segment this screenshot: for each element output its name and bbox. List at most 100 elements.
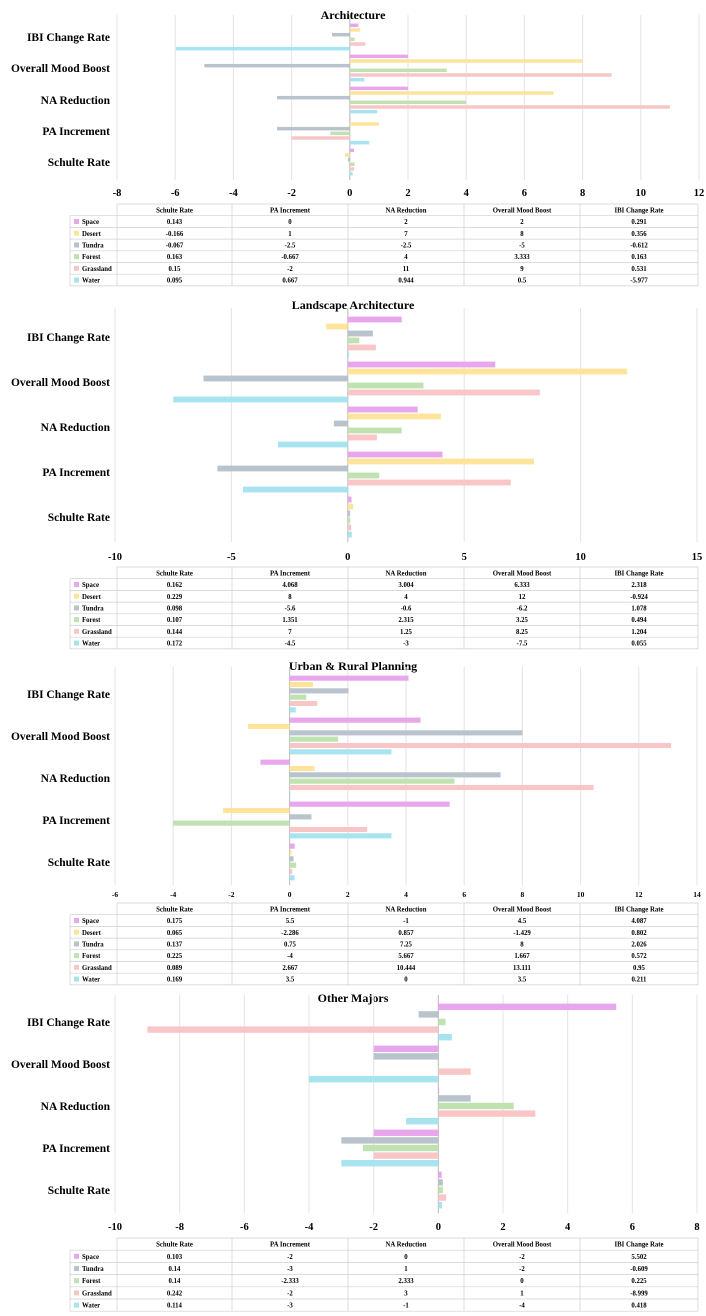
table-header: Overall Mood Boost	[493, 1242, 552, 1249]
bar-tundra	[289, 772, 501, 778]
table-cell: 0.225	[167, 953, 183, 960]
table-row-label: Grassland	[82, 629, 112, 636]
x-tick-label: 2	[405, 188, 410, 199]
table-cell: 4	[404, 594, 408, 601]
x-tick-label: -2	[369, 1222, 378, 1233]
table-cell: -0.612	[630, 242, 648, 249]
bar-water	[349, 140, 370, 145]
table-cell: 0.162	[167, 582, 183, 589]
x-tick-label: 4	[464, 188, 470, 199]
table-cell: 4.087	[631, 918, 647, 925]
table-cell: 1	[288, 231, 292, 238]
y-category-label: Overall Mood Boost	[11, 731, 110, 743]
bar-forest	[330, 131, 350, 136]
x-tick-label: 15	[692, 552, 703, 563]
bar-grassland	[291, 136, 350, 140]
table-cell: 1.078	[631, 605, 647, 612]
table-cell: -2.5	[285, 242, 296, 249]
bar-forest	[347, 427, 402, 434]
x-tick-label: -4	[170, 890, 176, 899]
y-category-label: Schulte Rate	[48, 1185, 110, 1197]
x-tick-label: -2	[228, 890, 234, 899]
y-category-label: PA Increment	[42, 1143, 110, 1155]
table-header: PA Increment	[270, 570, 311, 577]
table-cell: 3.004	[398, 582, 414, 589]
legend-swatch-grassland	[74, 964, 79, 970]
legend-swatch-tundra	[74, 941, 79, 947]
bar-space	[289, 675, 409, 681]
table-row-label: Water	[82, 641, 100, 648]
legend-swatch-grassland	[74, 628, 79, 634]
legend-swatch-tundra	[74, 605, 79, 611]
bar-tundra	[418, 1011, 439, 1018]
x-tick-label: 12	[694, 188, 705, 199]
table-cell: 4.5	[518, 918, 527, 925]
table-row-label: Space	[82, 219, 99, 226]
bar-grassland	[438, 1110, 536, 1117]
table-cell: 0.667	[282, 278, 298, 285]
bar-grassland	[289, 868, 293, 875]
table-cell: 4	[404, 254, 408, 261]
bar-water	[175, 46, 350, 51]
table-cell: -1	[403, 918, 409, 925]
legend-swatch-grassland	[74, 265, 79, 271]
bar-space	[349, 54, 408, 59]
y-category-label: IBI Change Rate	[27, 1017, 110, 1029]
y-category-label: IBI Change Rate	[27, 32, 110, 44]
table-cell: 0	[404, 1254, 408, 1261]
table-cell: 7	[404, 231, 408, 238]
table-cell: 8	[520, 231, 524, 238]
legend-swatch-forest	[74, 1278, 79, 1284]
bar-forest	[289, 862, 297, 868]
table-cell: -0.6	[401, 605, 412, 612]
table-row-label: Grassland	[82, 965, 112, 972]
legend-swatch-desert	[74, 593, 79, 599]
table-cell: -3	[287, 1303, 293, 1310]
table-cell: 0.572	[631, 953, 647, 960]
bar-space	[289, 801, 450, 807]
table-cell: 7	[288, 629, 292, 636]
table-cell: 0.107	[167, 617, 183, 624]
bar-tundra	[347, 330, 373, 337]
bar-space	[289, 717, 421, 723]
chart-title: Landscape Architecture	[292, 298, 415, 312]
table-cell: 0.802	[631, 930, 647, 937]
bar-grassland	[349, 73, 612, 77]
table-cell: 1	[404, 1266, 408, 1273]
bar-tundra	[277, 95, 350, 100]
table-cell: 0.225	[631, 1278, 647, 1285]
legend-swatch-desert	[74, 929, 79, 935]
table-cell: -2.333	[281, 1278, 299, 1285]
x-tick-label: -6	[171, 188, 180, 199]
table-cell: 5.502	[631, 1254, 647, 1261]
bar-water	[243, 486, 348, 493]
table-cell: -0.667	[281, 254, 299, 261]
y-category-label: IBI Change Rate	[27, 689, 110, 701]
table-cell: -5	[519, 242, 525, 249]
y-category-label: Schulte Rate	[48, 512, 110, 524]
bar-grassland	[349, 42, 366, 46]
legend-swatch-water	[74, 1302, 79, 1308]
bar-desert	[326, 323, 348, 330]
table-cell: 0.172	[167, 641, 183, 648]
x-tick-label: 6	[522, 188, 527, 199]
table-row-label: Forest	[82, 254, 101, 261]
table-cell: 2	[520, 219, 524, 226]
table-cell: -2	[519, 1254, 525, 1261]
legend-swatch-space	[74, 918, 79, 924]
bar-grassland	[373, 1152, 439, 1159]
table-cell: -2	[287, 266, 293, 273]
table-cell: 0.211	[632, 977, 648, 984]
y-category-label: NA Reduction	[41, 1101, 111, 1113]
table-cell: 10.444	[397, 965, 416, 972]
bar-grassland	[438, 1194, 447, 1201]
x-tick-label: -2	[287, 188, 296, 199]
table-cell: 3	[404, 1290, 408, 1297]
data-table: Schulte Rate PA Increment NA Reduction Over…	[69, 1237, 699, 1312]
table-cell: -2	[287, 1290, 293, 1297]
legend-swatch-water	[74, 976, 79, 982]
bar-space	[347, 406, 418, 413]
table-header: IBI Change Rate	[614, 1242, 663, 1249]
table-cell: 0.14	[169, 1266, 181, 1273]
